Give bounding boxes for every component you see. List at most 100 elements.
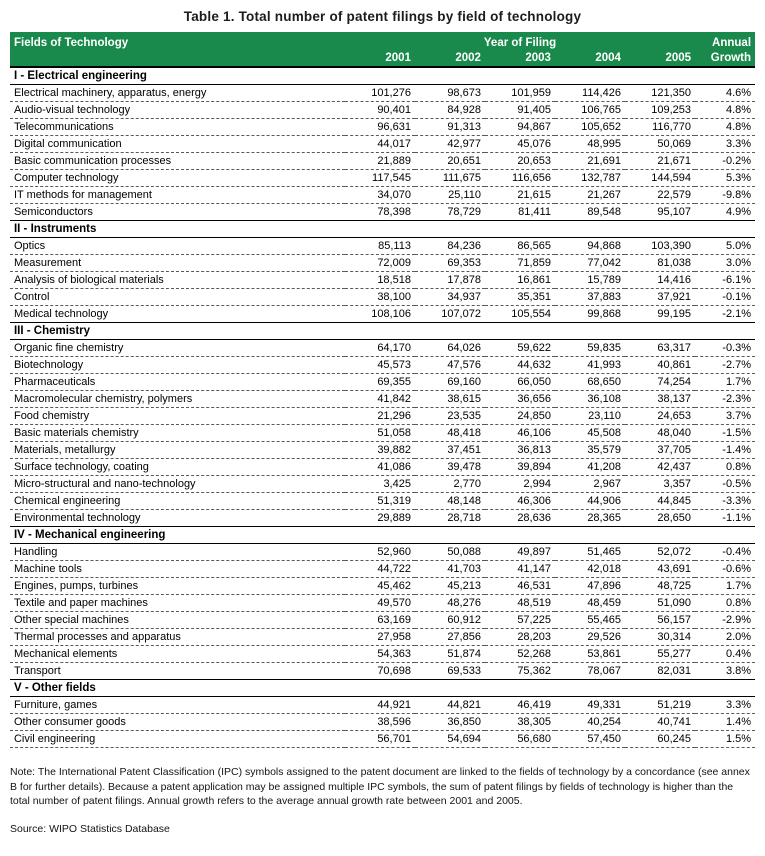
value-cell: 51,219: [624, 696, 696, 714]
value-cell: 41,147: [484, 560, 555, 578]
value-cell: 60,912: [414, 611, 485, 629]
field-cell: Other special machines: [9, 611, 345, 629]
table-header: Fields of Technology Year of Filing Annu…: [9, 32, 756, 67]
value-cell: 40,254: [554, 713, 625, 731]
column-header-2002: 2002: [414, 49, 485, 67]
table-row: Digital communication 44,017 42,977 45,076 4…: [9, 135, 756, 153]
value-cell: 15,789: [554, 271, 625, 289]
table-row: Other consumer goods 38,596 36,850 38,305 40…: [9, 713, 756, 731]
value-cell: 116,656: [484, 169, 555, 187]
value-cell: 21,671: [624, 152, 696, 170]
value-cell: 60,245: [624, 730, 696, 748]
column-header-annual: Annual: [695, 32, 756, 49]
table-row: Electrical machinery, apparatus, energy 1…: [9, 84, 756, 102]
value-cell: 109,253: [624, 101, 696, 119]
value-cell: 27,958: [344, 628, 415, 646]
value-cell: 89,548: [554, 203, 625, 221]
value-cell: 71,859: [484, 254, 555, 272]
value-cell: 103,390: [624, 237, 696, 255]
value-cell: 44,017: [344, 135, 415, 153]
value-cell: 18,518: [344, 271, 415, 289]
header-row-groups: Fields of Technology Year of Filing Annu…: [9, 32, 756, 49]
value-cell: 78,067: [554, 662, 625, 680]
table-row: Computer technology 117,545 111,675 116,656…: [9, 169, 756, 187]
growth-cell: 3.8%: [695, 662, 756, 680]
value-cell: 64,170: [344, 339, 415, 357]
column-header-2001: 2001: [344, 49, 415, 67]
value-cell: 48,725: [624, 577, 696, 595]
section-header-row: III - Chemistry: [9, 322, 756, 340]
table-row: Environmental technology 29,889 28,718 28,6…: [9, 509, 756, 527]
table-row: Semiconductors 78,398 78,729 81,411 89,548 95…: [9, 203, 756, 221]
value-cell: 51,058: [344, 424, 415, 442]
value-cell: 44,845: [624, 492, 696, 510]
value-cell: 98,673: [414, 84, 485, 102]
value-cell: 55,277: [624, 645, 696, 663]
value-cell: 57,225: [484, 611, 555, 629]
table-row: Micro-structural and nano-technology 3,42…: [9, 475, 756, 493]
section-title: V - Other fields: [9, 679, 756, 697]
value-cell: 22,579: [624, 186, 696, 204]
value-cell: 90,401: [344, 101, 415, 119]
column-header-2003: 2003: [484, 49, 555, 67]
field-cell: Electrical machinery, apparatus, energy: [9, 84, 345, 102]
value-cell: 105,652: [554, 118, 625, 136]
value-cell: 106,765: [554, 101, 625, 119]
patent-filings-table: Fields of Technology Year of Filing Annu…: [9, 32, 756, 748]
value-cell: 81,038: [624, 254, 696, 272]
value-cell: 44,722: [344, 560, 415, 578]
value-cell: 34,070: [344, 186, 415, 204]
value-cell: 86,565: [484, 237, 555, 255]
value-cell: 56,157: [624, 611, 696, 629]
growth-cell: 1.7%: [695, 373, 756, 391]
value-cell: 41,703: [414, 560, 485, 578]
value-cell: 21,267: [554, 186, 625, 204]
value-cell: 101,276: [344, 84, 415, 102]
value-cell: 28,365: [554, 509, 625, 527]
section-title: II - Instruments: [9, 220, 756, 238]
value-cell: 2,994: [484, 475, 555, 493]
growth-cell: -2.9%: [695, 611, 756, 629]
value-cell: 17,878: [414, 271, 485, 289]
growth-cell: 5.3%: [695, 169, 756, 187]
value-cell: 56,680: [484, 730, 555, 748]
value-cell: 64,026: [414, 339, 485, 357]
value-cell: 121,350: [624, 84, 696, 102]
growth-cell: 0.8%: [695, 594, 756, 612]
value-cell: 40,861: [624, 356, 696, 374]
table-row: Telecommunications 96,631 91,313 94,867 105,…: [9, 118, 756, 136]
value-cell: 91,313: [414, 118, 485, 136]
field-cell: Control: [9, 288, 345, 306]
table-row: Optics 85,113 84,236 86,565 94,868 103,390 5.0…: [9, 237, 756, 255]
field-cell: Other consumer goods: [9, 713, 345, 731]
value-cell: 116,770: [624, 118, 696, 136]
section-header-row: V - Other fields: [9, 679, 756, 697]
value-cell: 49,897: [484, 543, 555, 561]
value-cell: 42,018: [554, 560, 625, 578]
value-cell: 16,861: [484, 271, 555, 289]
table-body: I - Electrical engineering Electrical mac…: [9, 66, 756, 748]
value-cell: 75,362: [484, 662, 555, 680]
value-cell: 72,009: [344, 254, 415, 272]
value-cell: 48,418: [414, 424, 485, 442]
value-cell: 52,960: [344, 543, 415, 561]
table-row: IT methods for management 34,070 25,110 21,…: [9, 186, 756, 204]
value-cell: 21,615: [484, 186, 555, 204]
value-cell: 44,821: [414, 696, 485, 714]
value-cell: 69,353: [414, 254, 485, 272]
value-cell: 36,813: [484, 441, 555, 459]
value-cell: 84,236: [414, 237, 485, 255]
table-row: Thermal processes and apparatus 27,958 27,…: [9, 628, 756, 646]
value-cell: 29,526: [554, 628, 625, 646]
growth-cell: 3.0%: [695, 254, 756, 272]
value-cell: 51,090: [624, 594, 696, 612]
value-cell: 48,519: [484, 594, 555, 612]
table-row: Basic materials chemistry 51,058 48,418 46,…: [9, 424, 756, 442]
value-cell: 69,355: [344, 373, 415, 391]
field-cell: IT methods for management: [9, 186, 345, 204]
value-cell: 20,651: [414, 152, 485, 170]
value-cell: 46,106: [484, 424, 555, 442]
value-cell: 39,478: [414, 458, 485, 476]
growth-cell: -0.1%: [695, 288, 756, 306]
field-cell: Organic fine chemistry: [9, 339, 345, 357]
